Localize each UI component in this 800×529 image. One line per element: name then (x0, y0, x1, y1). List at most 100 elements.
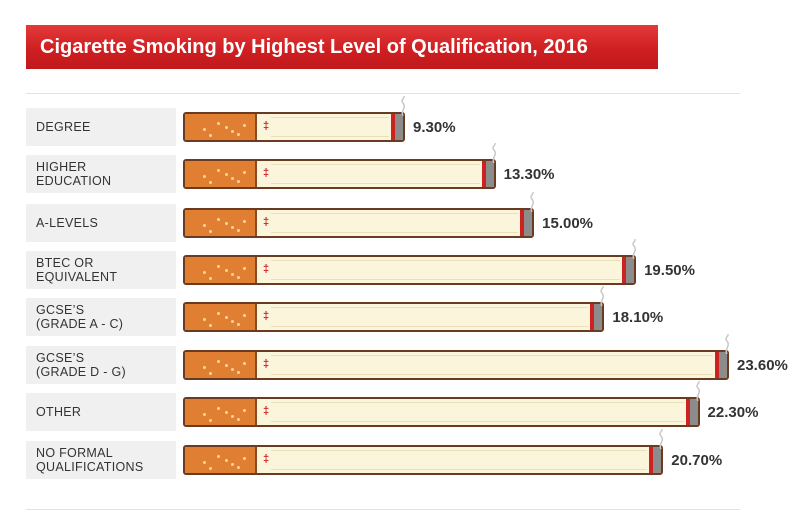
filter-speck (203, 318, 206, 321)
category-label-box: GCSE’S (GRADE A - C) (26, 298, 176, 336)
filter-speck (243, 409, 246, 412)
cigarette-bar: ‡ (183, 255, 637, 285)
filter-speck (237, 418, 240, 421)
value-label: 22.30% (707, 404, 759, 421)
ash-tip (687, 399, 698, 425)
cigarette-bar: ‡ (183, 159, 496, 189)
filter-speck (237, 323, 240, 326)
filter-speck (203, 366, 206, 369)
filter-speck (203, 175, 206, 178)
value-label: 15.00% (542, 215, 594, 232)
filter-speck (231, 463, 234, 466)
value-label: 20.70% (671, 452, 723, 469)
smoke-icon (725, 334, 730, 354)
brand-mark-icon: ‡ (263, 358, 270, 370)
cigarette-filter (185, 161, 257, 187)
filter-speck (209, 134, 212, 137)
filter-speck (209, 181, 212, 184)
smoke-icon (491, 143, 496, 163)
ember-tip (649, 447, 654, 473)
category-label: NO FORMAL QUALIFICATIONS (36, 446, 144, 474)
ash-tip (393, 114, 403, 140)
filter-speck (203, 461, 206, 464)
value-label: 23.60% (737, 357, 788, 374)
paper-highlight (271, 164, 480, 184)
value-label: 9.30% (413, 119, 456, 136)
paper-highlight (271, 402, 684, 422)
filter-speck (225, 459, 228, 462)
ash-tip (717, 352, 727, 378)
ash-tip (522, 210, 533, 236)
bottom-divider (26, 509, 740, 510)
ash-tip (624, 257, 635, 283)
filter-speck (203, 224, 206, 227)
filter-speck (231, 320, 234, 323)
filter-speck (217, 455, 220, 458)
brand-mark-icon: ‡ (263, 216, 270, 228)
smoke-icon (659, 429, 664, 449)
filter-speck (217, 360, 220, 363)
ember-tip (391, 114, 395, 140)
brand-mark-icon: ‡ (263, 405, 270, 417)
cigarette-filter (185, 399, 257, 425)
filter-speck (243, 362, 246, 365)
cigarette-bar: ‡ (183, 350, 729, 380)
category-label: GCSE’S (GRADE A - C) (36, 303, 124, 331)
paper-highlight (271, 260, 621, 280)
smoke-icon (600, 286, 605, 306)
cigarette-bar: ‡ (183, 208, 535, 238)
cigarette-filter (185, 257, 257, 283)
ash-tip (483, 161, 494, 187)
filter-speck (243, 124, 246, 127)
paper-highlight (271, 213, 519, 233)
cigarette-bar: ‡ (183, 302, 605, 332)
cigarette-bar: ‡ (183, 445, 664, 475)
ember-tip (685, 399, 690, 425)
filter-speck (217, 169, 220, 172)
category-label: A-LEVELS (36, 216, 99, 230)
ash-tip (592, 304, 603, 330)
paper-highlight (271, 117, 389, 137)
paper-highlight (271, 355, 713, 375)
category-label: HIGHER EDUCATION (36, 160, 112, 188)
filter-speck (217, 312, 220, 315)
filter-speck (225, 222, 228, 225)
filter-speck (231, 273, 234, 276)
filter-speck (225, 411, 228, 414)
title-divider (26, 93, 740, 94)
paper-highlight (271, 307, 589, 327)
filter-speck (231, 415, 234, 418)
filter-speck (209, 372, 212, 375)
category-label-box: GCSE’S (GRADE D - G) (26, 346, 176, 384)
category-label: GCSE’S (GRADE D - G) (36, 351, 127, 379)
filter-speck (231, 177, 234, 180)
filter-speck (225, 126, 228, 129)
filter-speck (225, 173, 228, 176)
category-label-box: OTHER (26, 393, 176, 431)
brand-mark-icon: ‡ (263, 263, 270, 275)
cigarette-filter (185, 352, 257, 378)
cigarette-bar: ‡ (183, 112, 405, 142)
category-label: BTEC OR EQUIVALENT (36, 256, 118, 284)
cigarette-bar: ‡ (183, 397, 700, 427)
filter-speck (203, 128, 206, 131)
ember-tip (590, 304, 595, 330)
filter-speck (217, 407, 220, 410)
smoke-icon (695, 381, 700, 401)
ember-tip (481, 161, 486, 187)
ember-tip (622, 257, 627, 283)
filter-speck (231, 226, 234, 229)
filter-speck (237, 133, 240, 136)
cigarette-filter (185, 114, 257, 140)
filter-speck (243, 457, 246, 460)
filter-speck (225, 269, 228, 272)
cigarette-filter (185, 210, 257, 236)
smoke-icon (530, 192, 535, 212)
filter-speck (209, 324, 212, 327)
value-label: 19.50% (644, 262, 695, 279)
category-label-box: DEGREE (26, 108, 176, 146)
value-label: 13.30% (503, 166, 555, 183)
filter-speck (203, 413, 206, 416)
category-label-box: NO FORMAL QUALIFICATIONS (26, 441, 176, 479)
category-label: DEGREE (36, 120, 91, 134)
